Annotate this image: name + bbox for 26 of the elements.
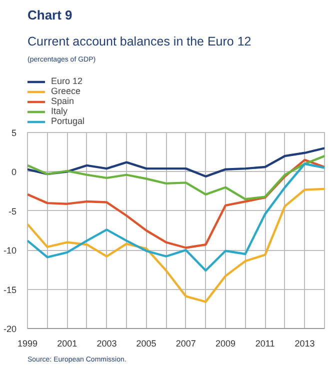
x-tick-label: 2011: [255, 338, 275, 348]
line-series: [28, 147, 324, 178]
legend-label: Italy: [51, 106, 69, 116]
line-series: [28, 162, 324, 272]
y-tick-label: -5: [8, 206, 17, 216]
y-tick-label: 5: [11, 128, 17, 138]
x-tick-label: 1999: [17, 338, 38, 348]
y-tick-label: 0: [11, 167, 17, 178]
x-tick-label: 2013: [294, 338, 315, 348]
legend-label: Greece: [51, 86, 81, 96]
chart-title: Chart 9: [28, 8, 72, 22]
y-tick-label: -10: [3, 246, 17, 256]
legend-label: Euro 12: [51, 76, 83, 86]
legend-label: Portugal: [51, 116, 85, 126]
x-tick-label: 2007: [176, 338, 196, 348]
x-tick-label: 2009: [215, 338, 236, 348]
chart-subtitle: Current account balances in the Euro 12: [28, 34, 252, 48]
line-series: [28, 158, 324, 249]
x-tick-label: 2005: [136, 338, 156, 348]
y-tick-label: -15: [3, 284, 17, 295]
legend-label: Spain: [51, 96, 74, 106]
line-series: [28, 154, 324, 200]
y-tick-label: -20: [3, 324, 17, 334]
x-tick-label: 2001: [57, 338, 78, 348]
x-tick-label: 2003: [96, 338, 117, 348]
line-series: [28, 188, 324, 303]
